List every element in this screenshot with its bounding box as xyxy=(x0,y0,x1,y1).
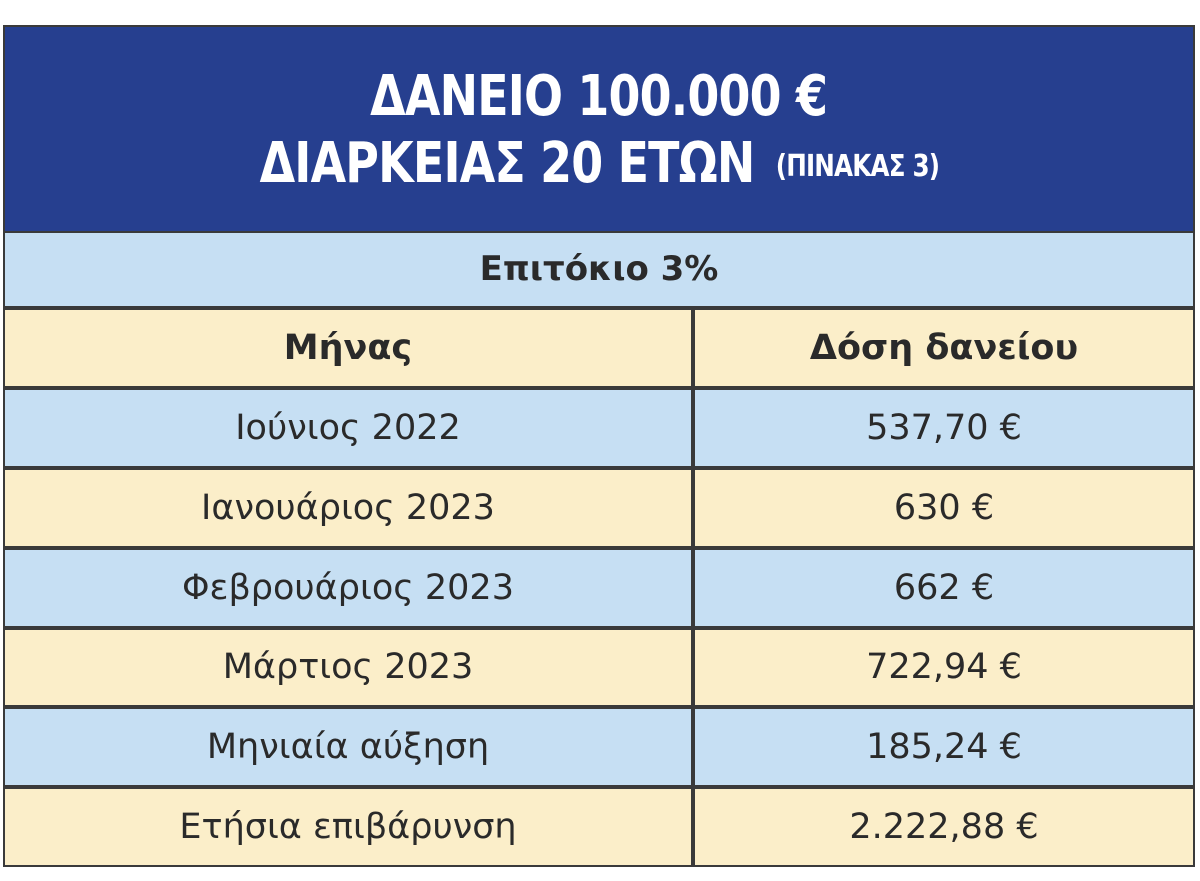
title-line-1: ΔΑΝΕΙΟ 100.000 € xyxy=(370,63,829,129)
table-row: Φεβρουάριος 2023 662 € xyxy=(5,549,1193,626)
table-row: Μηνιαία αύξηση 185,24 € xyxy=(5,709,1193,786)
payment-cell: 185,24 € xyxy=(695,709,1193,786)
payment-cell: 537,70 € xyxy=(695,390,1193,466)
column-header-month: Μήνας xyxy=(5,310,691,387)
payment-cell: 2.222,88 € xyxy=(695,789,1193,865)
table-row: Ετήσια επιβάρυνση 2.222,88 € xyxy=(5,789,1193,865)
month-cell: Ετήσια επιβάρυνση xyxy=(5,789,691,865)
month-cell: Φεβρουάριος 2023 xyxy=(5,549,691,626)
payment-cell: 630 € xyxy=(695,469,1193,546)
table-row: Ιούνιος 2022 537,70 € xyxy=(5,390,1193,466)
payment-cell: 662 € xyxy=(695,549,1193,626)
month-cell: Μάρτιος 2023 xyxy=(5,629,691,706)
column-header-row: Μήνας Δόση δανείου xyxy=(5,310,1193,387)
month-cell: Μηνιαία αύξηση xyxy=(5,709,691,786)
payment-cell: 722,94 € xyxy=(695,629,1193,706)
title-line-2: ΔΙΑΡΚΕΙΑΣ 20 ΕΤΩΝ (ΠΙΝΑΚΑΣ 3) xyxy=(259,130,939,197)
month-cell: Ιανουάριος 2023 xyxy=(5,469,691,546)
loan-table: ΔΑΝΕΙΟ 100.000 € ΔΙΑΡΚΕΙΑΣ 20 ΕΤΩΝ (ΠΙΝΑΚ… xyxy=(3,25,1195,867)
interest-rate-label: Επιτόκιο 3% xyxy=(5,232,1193,307)
table-header: ΔΑΝΕΙΟ 100.000 € ΔΙΑΡΚΕΙΑΣ 20 ΕΤΩΝ (ΠΙΝΑΚ… xyxy=(5,27,1193,231)
table-row: Μάρτιος 2023 722,94 € xyxy=(5,629,1193,706)
title-line-2-text: ΔΙΑΡΚΕΙΑΣ 20 ΕΤΩΝ xyxy=(259,130,755,196)
month-cell: Ιούνιος 2022 xyxy=(5,390,691,466)
column-header-payment: Δόση δανείου xyxy=(695,310,1193,387)
table-row: Ιανουάριος 2023 630 € xyxy=(5,469,1193,546)
table-label: (ΠΙΝΑΚΑΣ 3) xyxy=(775,148,939,184)
